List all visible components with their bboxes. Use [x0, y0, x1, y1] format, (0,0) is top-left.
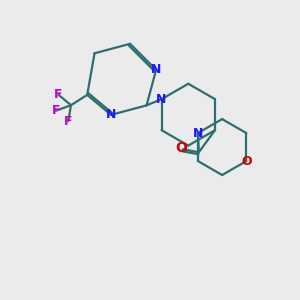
Text: F: F — [52, 104, 60, 117]
Text: F: F — [54, 88, 63, 101]
Text: N: N — [151, 63, 161, 76]
Text: F: F — [64, 115, 72, 128]
Text: O: O — [175, 141, 187, 155]
Text: N: N — [106, 108, 116, 122]
Text: N: N — [156, 93, 167, 106]
Text: N: N — [193, 127, 203, 140]
Text: O: O — [241, 154, 252, 167]
